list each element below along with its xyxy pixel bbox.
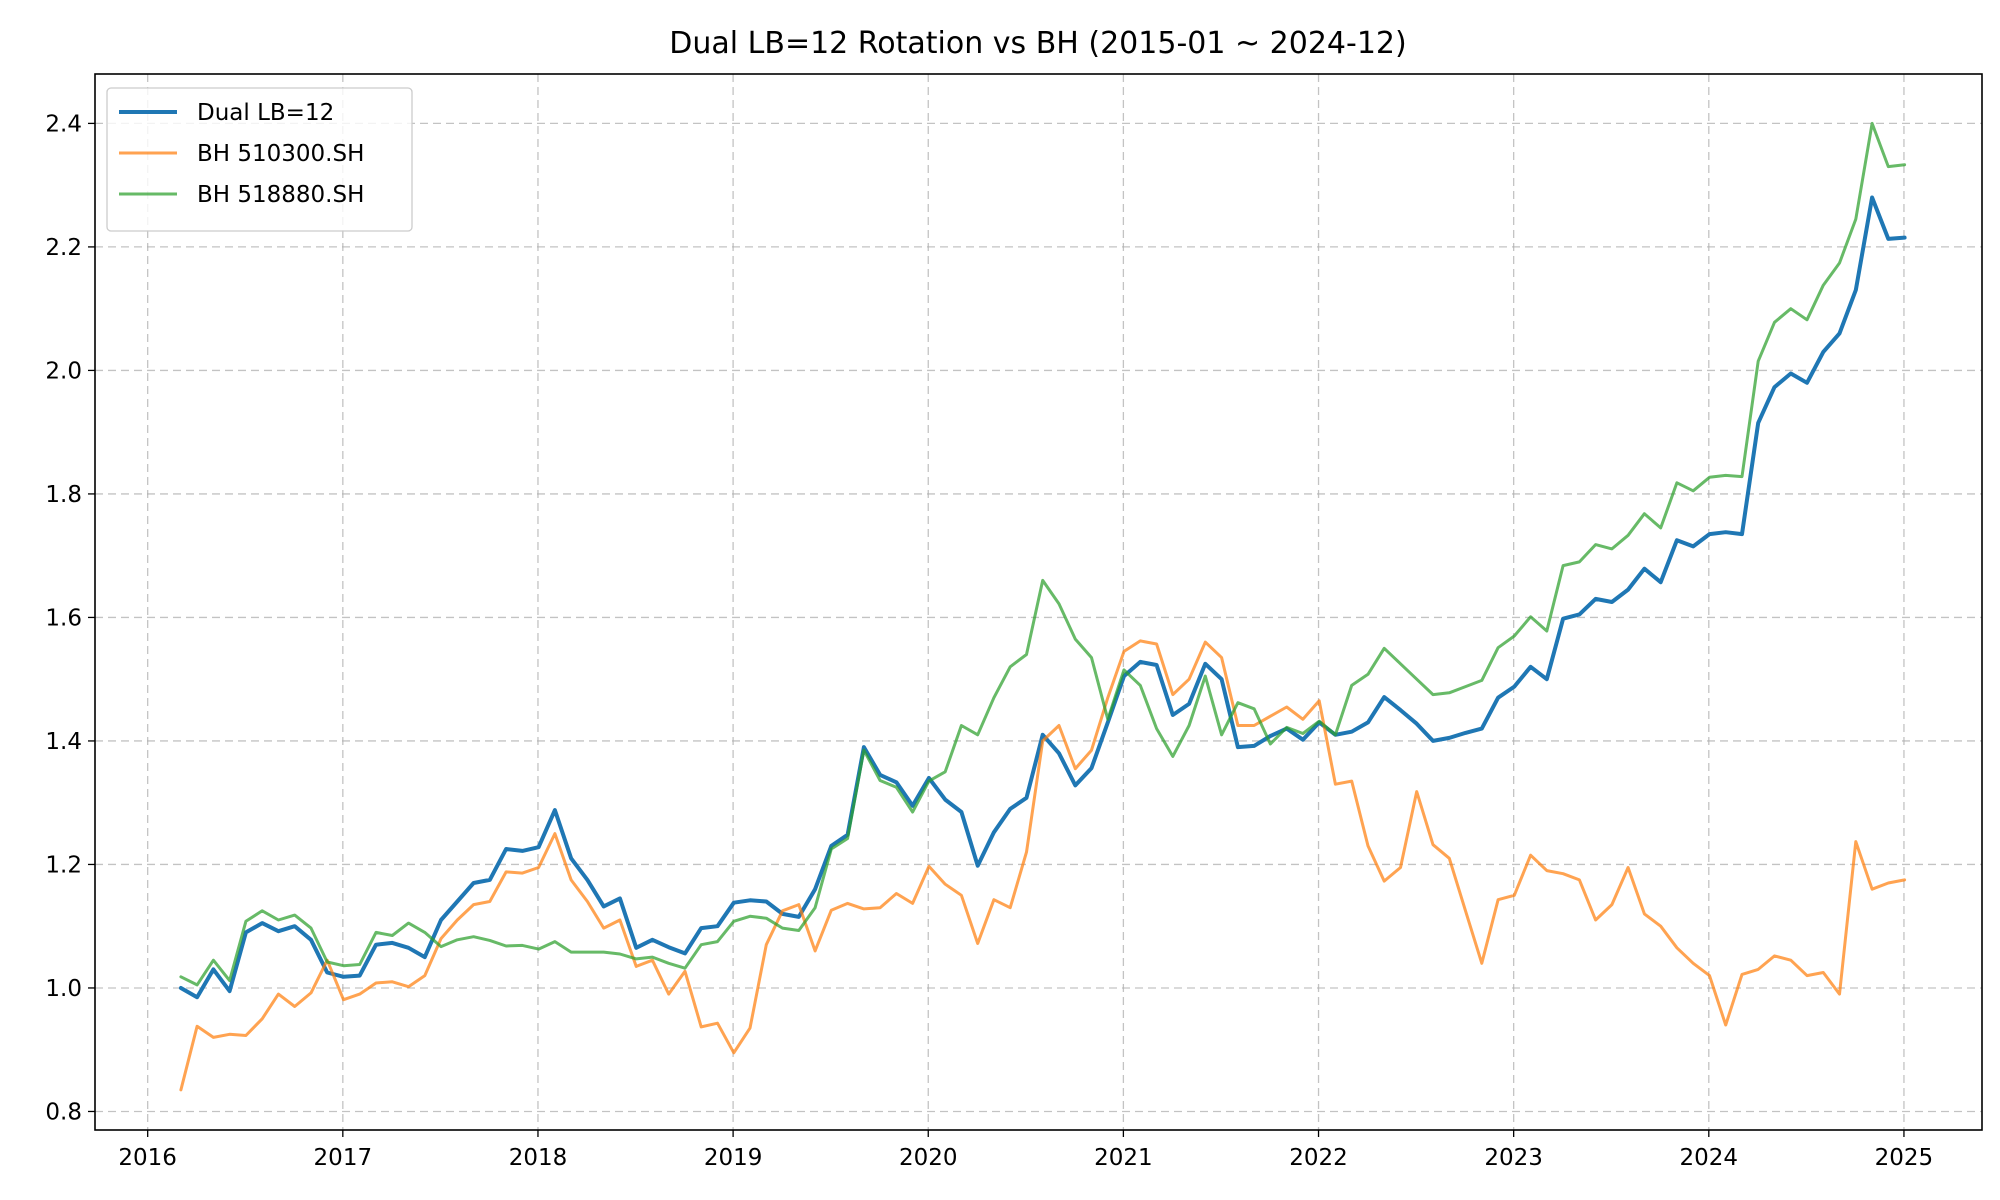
y-tick-label: 1.2: [45, 852, 82, 878]
y-tick-label: 1.8: [45, 482, 82, 508]
series-line-1: [178, 195, 1907, 1000]
legend-label-1: Dual LB=12: [197, 100, 334, 126]
y-tick-label: 1.4: [45, 729, 82, 755]
legend: Dual LB=12 BH 510300.SH BH 518880.SH: [106, 87, 413, 232]
grid: [95, 74, 1982, 1130]
y-tick-label: 1.0: [45, 976, 82, 1002]
series-line-3: [179, 121, 1907, 987]
legend-box: [106, 87, 413, 232]
x-tick-label: 2025: [1875, 1145, 1934, 1171]
x-tick-label: 2016: [118, 1145, 177, 1171]
x-tick-label: 2024: [1680, 1145, 1739, 1171]
y-tick-label: 1.6: [45, 605, 82, 631]
legend-label-3: BH 518880.SH: [197, 182, 364, 208]
y-tick-label: 0.8: [45, 1099, 82, 1125]
x-tick-label: 2019: [704, 1145, 763, 1171]
y-tick-label: 2.4: [45, 111, 82, 137]
x-tick-label: 2020: [899, 1145, 958, 1171]
x-tick-label: 2022: [1289, 1145, 1348, 1171]
series-lines: [178, 121, 1907, 1092]
y-axis: 0.8 1.0 1.2 1.4 1.6 1.8 2.0 2.2 2.4: [45, 111, 95, 1125]
series-line-2: [179, 639, 1907, 1092]
x-tick-label: 2021: [1094, 1145, 1153, 1171]
x-tick-label: 2023: [1484, 1145, 1543, 1171]
x-tick-label: 2018: [509, 1145, 568, 1171]
x-tick-label: 2017: [314, 1145, 373, 1171]
y-tick-label: 2.2: [45, 235, 82, 261]
plot-area-frame: [94, 73, 1983, 1131]
chart-title: Dual LB=12 Rotation vs BH (2015-01 ~ 202…: [669, 26, 1406, 61]
legend-label-2: BH 510300.SH: [197, 141, 364, 167]
x-axis: 2016 2017 2018 2019 2020 2021 2022 2023 2024 2025: [118, 1130, 1933, 1171]
y-tick-label: 2.0: [45, 358, 82, 384]
